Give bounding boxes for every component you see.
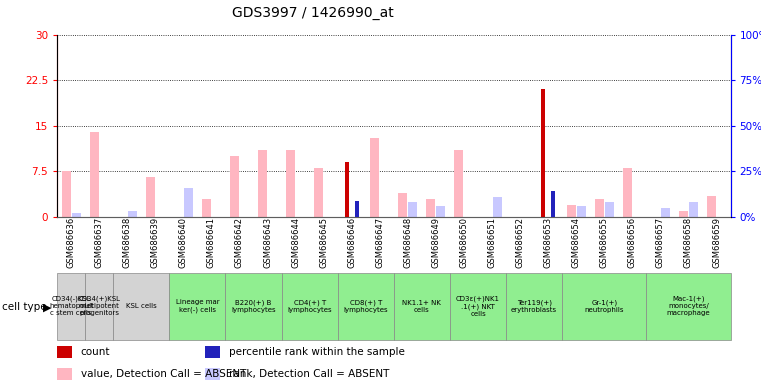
Text: GSM686637: GSM686637 [94, 217, 103, 268]
Text: Mac-1(+)
monocytes/
macrophage: Mac-1(+) monocytes/ macrophage [667, 296, 710, 316]
Bar [541, 89, 545, 217]
Bar [146, 177, 154, 217]
Bar [202, 199, 211, 217]
Text: GSM686641: GSM686641 [207, 217, 216, 268]
Bar [57, 346, 72, 358]
Bar [437, 206, 445, 217]
Bar [225, 273, 282, 340]
Text: GSM686640: GSM686640 [179, 217, 188, 268]
Text: GSM686651: GSM686651 [488, 217, 496, 268]
Bar [646, 273, 731, 340]
Text: percentile rank within the sample: percentile rank within the sample [229, 347, 405, 357]
Bar [426, 199, 435, 217]
Text: Gr-1(+)
neutrophils: Gr-1(+) neutrophils [584, 300, 624, 313]
Bar [689, 202, 698, 217]
Bar [128, 212, 137, 217]
Text: CD34(-)KSL
hematopoiet
c stem cells: CD34(-)KSL hematopoiet c stem cells [49, 296, 94, 316]
Text: GSM686657: GSM686657 [656, 217, 665, 268]
Text: B220(+) B
lymphocytes: B220(+) B lymphocytes [231, 300, 275, 313]
Bar [450, 273, 506, 340]
Bar [184, 188, 193, 217]
Bar [567, 205, 575, 217]
Text: GSM686636: GSM686636 [67, 217, 75, 268]
Text: rank, Detection Call = ABSENT: rank, Detection Call = ABSENT [229, 369, 389, 379]
Bar [562, 273, 646, 340]
Text: GSM686643: GSM686643 [263, 217, 272, 268]
Text: GSM686658: GSM686658 [684, 217, 693, 268]
Bar [314, 168, 323, 217]
Bar [506, 273, 562, 340]
Text: GSM686646: GSM686646 [347, 217, 356, 268]
Bar [454, 150, 463, 217]
Text: CD8(+) T
lymphocytes: CD8(+) T lymphocytes [343, 300, 388, 313]
Text: cell type: cell type [2, 302, 46, 312]
Text: GSM686645: GSM686645 [319, 217, 328, 268]
Bar [679, 211, 688, 217]
Bar [169, 273, 225, 340]
Text: ▶: ▶ [43, 302, 52, 312]
Bar [62, 171, 71, 217]
Bar [85, 273, 113, 340]
Bar [707, 196, 716, 217]
Bar [409, 202, 417, 217]
Text: Lineage mar
ker(-) cells: Lineage mar ker(-) cells [176, 300, 219, 313]
Text: Ter119(+)
erythroblasts: Ter119(+) erythroblasts [511, 300, 557, 313]
Bar [371, 138, 379, 217]
Bar [398, 193, 407, 217]
Text: GDS3997 / 1426990_at: GDS3997 / 1426990_at [232, 6, 394, 20]
Bar [57, 367, 72, 380]
Bar [282, 273, 338, 340]
Text: GSM686650: GSM686650 [460, 217, 469, 268]
Text: GSM686639: GSM686639 [151, 217, 160, 268]
Bar [345, 162, 349, 217]
Bar [393, 273, 450, 340]
Text: GSM686642: GSM686642 [235, 217, 244, 268]
Bar [605, 202, 614, 217]
Text: GSM686652: GSM686652 [516, 217, 524, 268]
Bar [72, 214, 81, 217]
Bar [622, 168, 632, 217]
Bar [355, 202, 358, 217]
Bar [205, 367, 220, 380]
Bar [205, 346, 220, 358]
Text: KSL cells: KSL cells [126, 303, 157, 309]
Text: CD3ε(+)NK1
.1(+) NKT
cells: CD3ε(+)NK1 .1(+) NKT cells [456, 296, 500, 317]
Bar [90, 132, 99, 217]
Text: GSM686655: GSM686655 [600, 217, 609, 268]
Text: GSM686644: GSM686644 [291, 217, 300, 268]
Text: GSM686654: GSM686654 [572, 217, 581, 268]
Bar [286, 150, 295, 217]
Text: GSM686656: GSM686656 [628, 217, 637, 268]
Bar [230, 156, 239, 217]
Bar [57, 273, 85, 340]
Bar [577, 206, 586, 217]
Text: CD34(+)KSL
multipotent
progenitors: CD34(+)KSL multipotent progenitors [78, 296, 121, 316]
Text: GSM686649: GSM686649 [431, 217, 441, 268]
Bar [113, 273, 169, 340]
Text: GSM686647: GSM686647 [375, 217, 384, 268]
Text: GSM686653: GSM686653 [543, 217, 552, 268]
Bar [595, 199, 603, 217]
Text: count: count [81, 347, 110, 357]
Bar [338, 273, 393, 340]
Bar [661, 208, 670, 217]
Text: GSM686659: GSM686659 [712, 217, 721, 268]
Bar [492, 197, 501, 217]
Bar [258, 150, 267, 217]
Text: NK1.1+ NK
cells: NK1.1+ NK cells [403, 300, 441, 313]
Text: GSM686638: GSM686638 [123, 217, 132, 268]
Text: CD4(+) T
lymphocytes: CD4(+) T lymphocytes [288, 300, 332, 313]
Text: GSM686648: GSM686648 [403, 217, 412, 268]
Bar [551, 192, 556, 217]
Text: value, Detection Call = ABSENT: value, Detection Call = ABSENT [81, 369, 246, 379]
